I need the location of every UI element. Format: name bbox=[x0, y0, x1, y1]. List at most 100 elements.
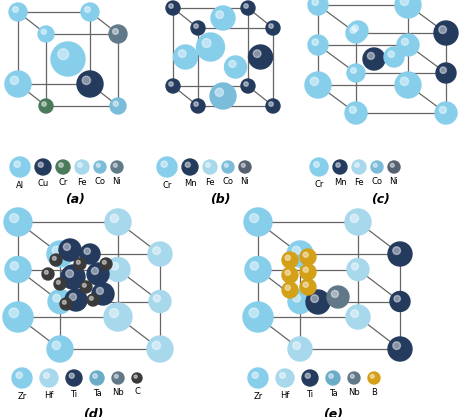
Text: Nb: Nb bbox=[348, 388, 360, 397]
Circle shape bbox=[241, 163, 245, 167]
Circle shape bbox=[69, 373, 74, 378]
Circle shape bbox=[285, 270, 290, 275]
Circle shape bbox=[152, 341, 161, 349]
Circle shape bbox=[282, 267, 298, 283]
Circle shape bbox=[81, 3, 99, 21]
Circle shape bbox=[436, 63, 456, 83]
Circle shape bbox=[248, 45, 273, 69]
Circle shape bbox=[388, 161, 400, 173]
Text: (a): (a) bbox=[65, 193, 85, 206]
Circle shape bbox=[148, 242, 172, 266]
Circle shape bbox=[48, 289, 72, 314]
Circle shape bbox=[312, 0, 319, 5]
Circle shape bbox=[348, 372, 360, 384]
Circle shape bbox=[182, 159, 198, 175]
Circle shape bbox=[75, 160, 89, 174]
Circle shape bbox=[54, 278, 66, 290]
Circle shape bbox=[173, 45, 198, 69]
Circle shape bbox=[280, 373, 285, 378]
Circle shape bbox=[285, 285, 290, 290]
Circle shape bbox=[374, 163, 377, 167]
Circle shape bbox=[82, 284, 86, 287]
Circle shape bbox=[59, 239, 81, 261]
Circle shape bbox=[166, 79, 180, 93]
Text: (b): (b) bbox=[210, 193, 230, 206]
Circle shape bbox=[300, 264, 316, 280]
Circle shape bbox=[102, 260, 106, 264]
Circle shape bbox=[90, 296, 93, 300]
Circle shape bbox=[191, 21, 205, 35]
Circle shape bbox=[222, 161, 234, 173]
Circle shape bbox=[368, 372, 380, 384]
Circle shape bbox=[206, 163, 210, 167]
Circle shape bbox=[351, 68, 356, 73]
Circle shape bbox=[352, 160, 366, 174]
Circle shape bbox=[9, 308, 18, 318]
Circle shape bbox=[3, 302, 33, 332]
Circle shape bbox=[87, 294, 99, 306]
Circle shape bbox=[106, 258, 130, 281]
Circle shape bbox=[58, 49, 69, 60]
Text: Hf: Hf bbox=[44, 391, 54, 400]
Circle shape bbox=[38, 162, 43, 167]
Circle shape bbox=[345, 102, 367, 124]
Circle shape bbox=[349, 106, 356, 113]
Circle shape bbox=[310, 158, 328, 176]
Circle shape bbox=[197, 33, 225, 61]
Circle shape bbox=[215, 88, 224, 96]
Text: Ta: Ta bbox=[92, 389, 101, 398]
Circle shape bbox=[303, 267, 308, 272]
Circle shape bbox=[288, 289, 312, 314]
Circle shape bbox=[312, 39, 319, 45]
Text: Co: Co bbox=[372, 177, 383, 186]
Circle shape bbox=[14, 161, 20, 167]
Circle shape bbox=[216, 11, 223, 18]
Circle shape bbox=[243, 302, 273, 332]
Circle shape bbox=[80, 281, 92, 293]
Circle shape bbox=[65, 289, 87, 311]
Circle shape bbox=[393, 247, 401, 254]
Circle shape bbox=[327, 286, 349, 308]
Circle shape bbox=[53, 256, 56, 260]
Circle shape bbox=[346, 305, 370, 329]
Circle shape bbox=[111, 161, 123, 173]
Circle shape bbox=[303, 252, 308, 257]
Circle shape bbox=[401, 38, 409, 45]
Text: Zr: Zr bbox=[254, 392, 263, 401]
Circle shape bbox=[90, 371, 104, 385]
Circle shape bbox=[384, 47, 404, 67]
Circle shape bbox=[178, 50, 186, 58]
Circle shape bbox=[96, 163, 100, 167]
Text: Ta: Ta bbox=[328, 389, 337, 398]
Circle shape bbox=[350, 214, 358, 223]
Circle shape bbox=[266, 21, 280, 35]
Circle shape bbox=[211, 6, 235, 30]
Circle shape bbox=[300, 249, 316, 265]
Circle shape bbox=[69, 294, 76, 300]
Circle shape bbox=[345, 209, 371, 235]
Circle shape bbox=[310, 77, 319, 85]
Circle shape bbox=[114, 374, 118, 378]
Circle shape bbox=[59, 163, 64, 167]
Circle shape bbox=[388, 51, 394, 58]
Circle shape bbox=[112, 372, 124, 384]
Circle shape bbox=[93, 374, 97, 378]
Circle shape bbox=[266, 99, 280, 113]
Circle shape bbox=[60, 298, 72, 310]
Circle shape bbox=[191, 99, 205, 113]
Circle shape bbox=[347, 64, 365, 82]
Circle shape bbox=[194, 102, 198, 106]
Circle shape bbox=[64, 244, 71, 251]
Circle shape bbox=[5, 256, 31, 282]
Text: C: C bbox=[134, 387, 140, 396]
Circle shape bbox=[314, 162, 319, 167]
Circle shape bbox=[440, 67, 447, 73]
Circle shape bbox=[336, 163, 340, 167]
Circle shape bbox=[348, 21, 368, 41]
Circle shape bbox=[245, 256, 271, 282]
Circle shape bbox=[393, 342, 401, 349]
Text: Fe: Fe bbox=[77, 178, 87, 187]
Circle shape bbox=[91, 267, 99, 274]
Circle shape bbox=[47, 336, 73, 362]
Circle shape bbox=[9, 3, 27, 21]
